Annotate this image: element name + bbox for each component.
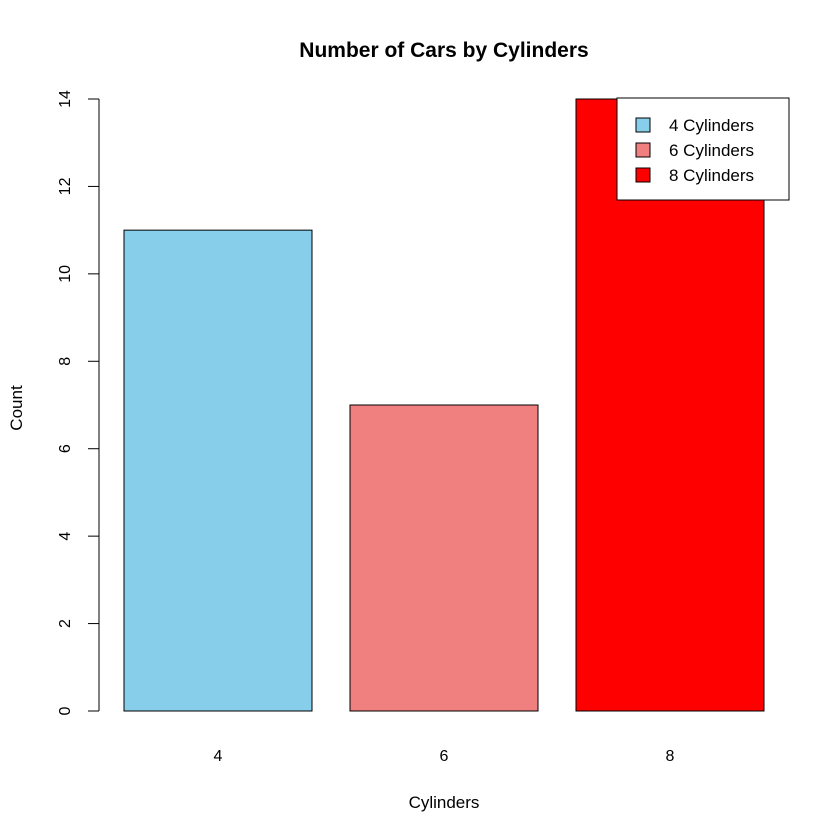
y-tick-label: 12 [57, 177, 74, 195]
y-axis-label: Count [7, 385, 26, 431]
y-tick-label: 6 [57, 444, 74, 453]
y-tick-label: 8 [57, 357, 74, 366]
chart-title: Number of Cars by Cylinders [299, 39, 588, 62]
x-tick-label: 6 [440, 748, 449, 765]
y-axis: 0 2 4 6 8 10 12 14 [57, 90, 100, 715]
legend-swatch [635, 142, 651, 158]
legend-label: 4 Cylinders [669, 116, 754, 135]
legend-swatch [635, 117, 651, 133]
legend: 4 Cylinders 6 Cylinders 8 Cylinders [616, 97, 790, 201]
y-tick-label: 14 [57, 90, 74, 108]
bars [123, 98, 765, 712]
legend-swatch [635, 167, 651, 183]
legend-label: 8 Cylinders [669, 166, 754, 185]
y-tick-label: 2 [57, 619, 74, 628]
x-tick-label: 4 [214, 748, 223, 765]
legend-label: 6 Cylinders [669, 141, 754, 160]
x-axis-label: Cylinders [409, 793, 480, 812]
y-tick-label: 4 [57, 532, 74, 541]
y-tick-label: 10 [57, 265, 74, 283]
x-tick-label: 8 [666, 748, 675, 765]
bar-6 [349, 404, 539, 712]
bar-8 [575, 98, 765, 712]
y-tick-label: 0 [57, 706, 74, 715]
x-axis-tick-labels: 4 6 8 [214, 748, 675, 765]
bar-4 [123, 229, 313, 712]
